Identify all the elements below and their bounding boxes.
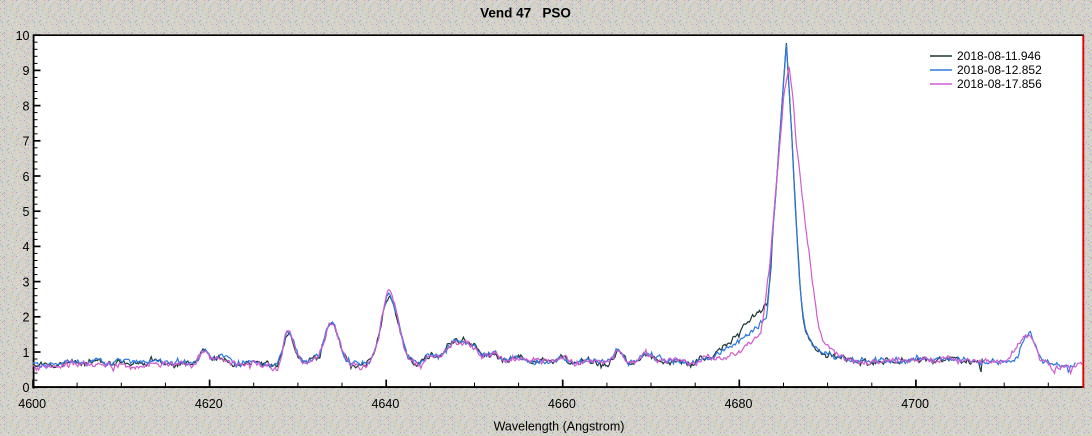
svg-text:2018-08-12.852: 2018-08-12.852 — [957, 63, 1042, 77]
svg-text:5: 5 — [23, 205, 30, 219]
svg-text:4: 4 — [23, 240, 30, 254]
svg-text:2: 2 — [23, 311, 30, 325]
svg-text:10: 10 — [16, 29, 30, 43]
svg-text:6: 6 — [23, 170, 30, 184]
svg-text:4680: 4680 — [725, 397, 753, 411]
svg-text:7: 7 — [23, 135, 30, 149]
svg-text:2018-08-11.946: 2018-08-11.946 — [957, 49, 1041, 63]
svg-text:4620: 4620 — [195, 397, 223, 411]
svg-text:4600: 4600 — [18, 397, 46, 411]
svg-text:4660: 4660 — [548, 397, 576, 411]
svg-text:9: 9 — [23, 64, 30, 78]
svg-text:3: 3 — [23, 275, 30, 289]
svg-text:4640: 4640 — [371, 397, 399, 411]
svg-text:1: 1 — [23, 346, 30, 360]
svg-text:Vend 47 PSO: Vend 47 PSO — [480, 6, 571, 21]
svg-text:0: 0 — [23, 381, 30, 395]
svg-text:8: 8 — [23, 99, 30, 113]
svg-text:2018-08-17.856: 2018-08-17.856 — [957, 77, 1042, 91]
svg-text:4700: 4700 — [901, 397, 929, 411]
svg-text:Wavelength (Angstrom): Wavelength (Angstrom) — [494, 420, 625, 434]
